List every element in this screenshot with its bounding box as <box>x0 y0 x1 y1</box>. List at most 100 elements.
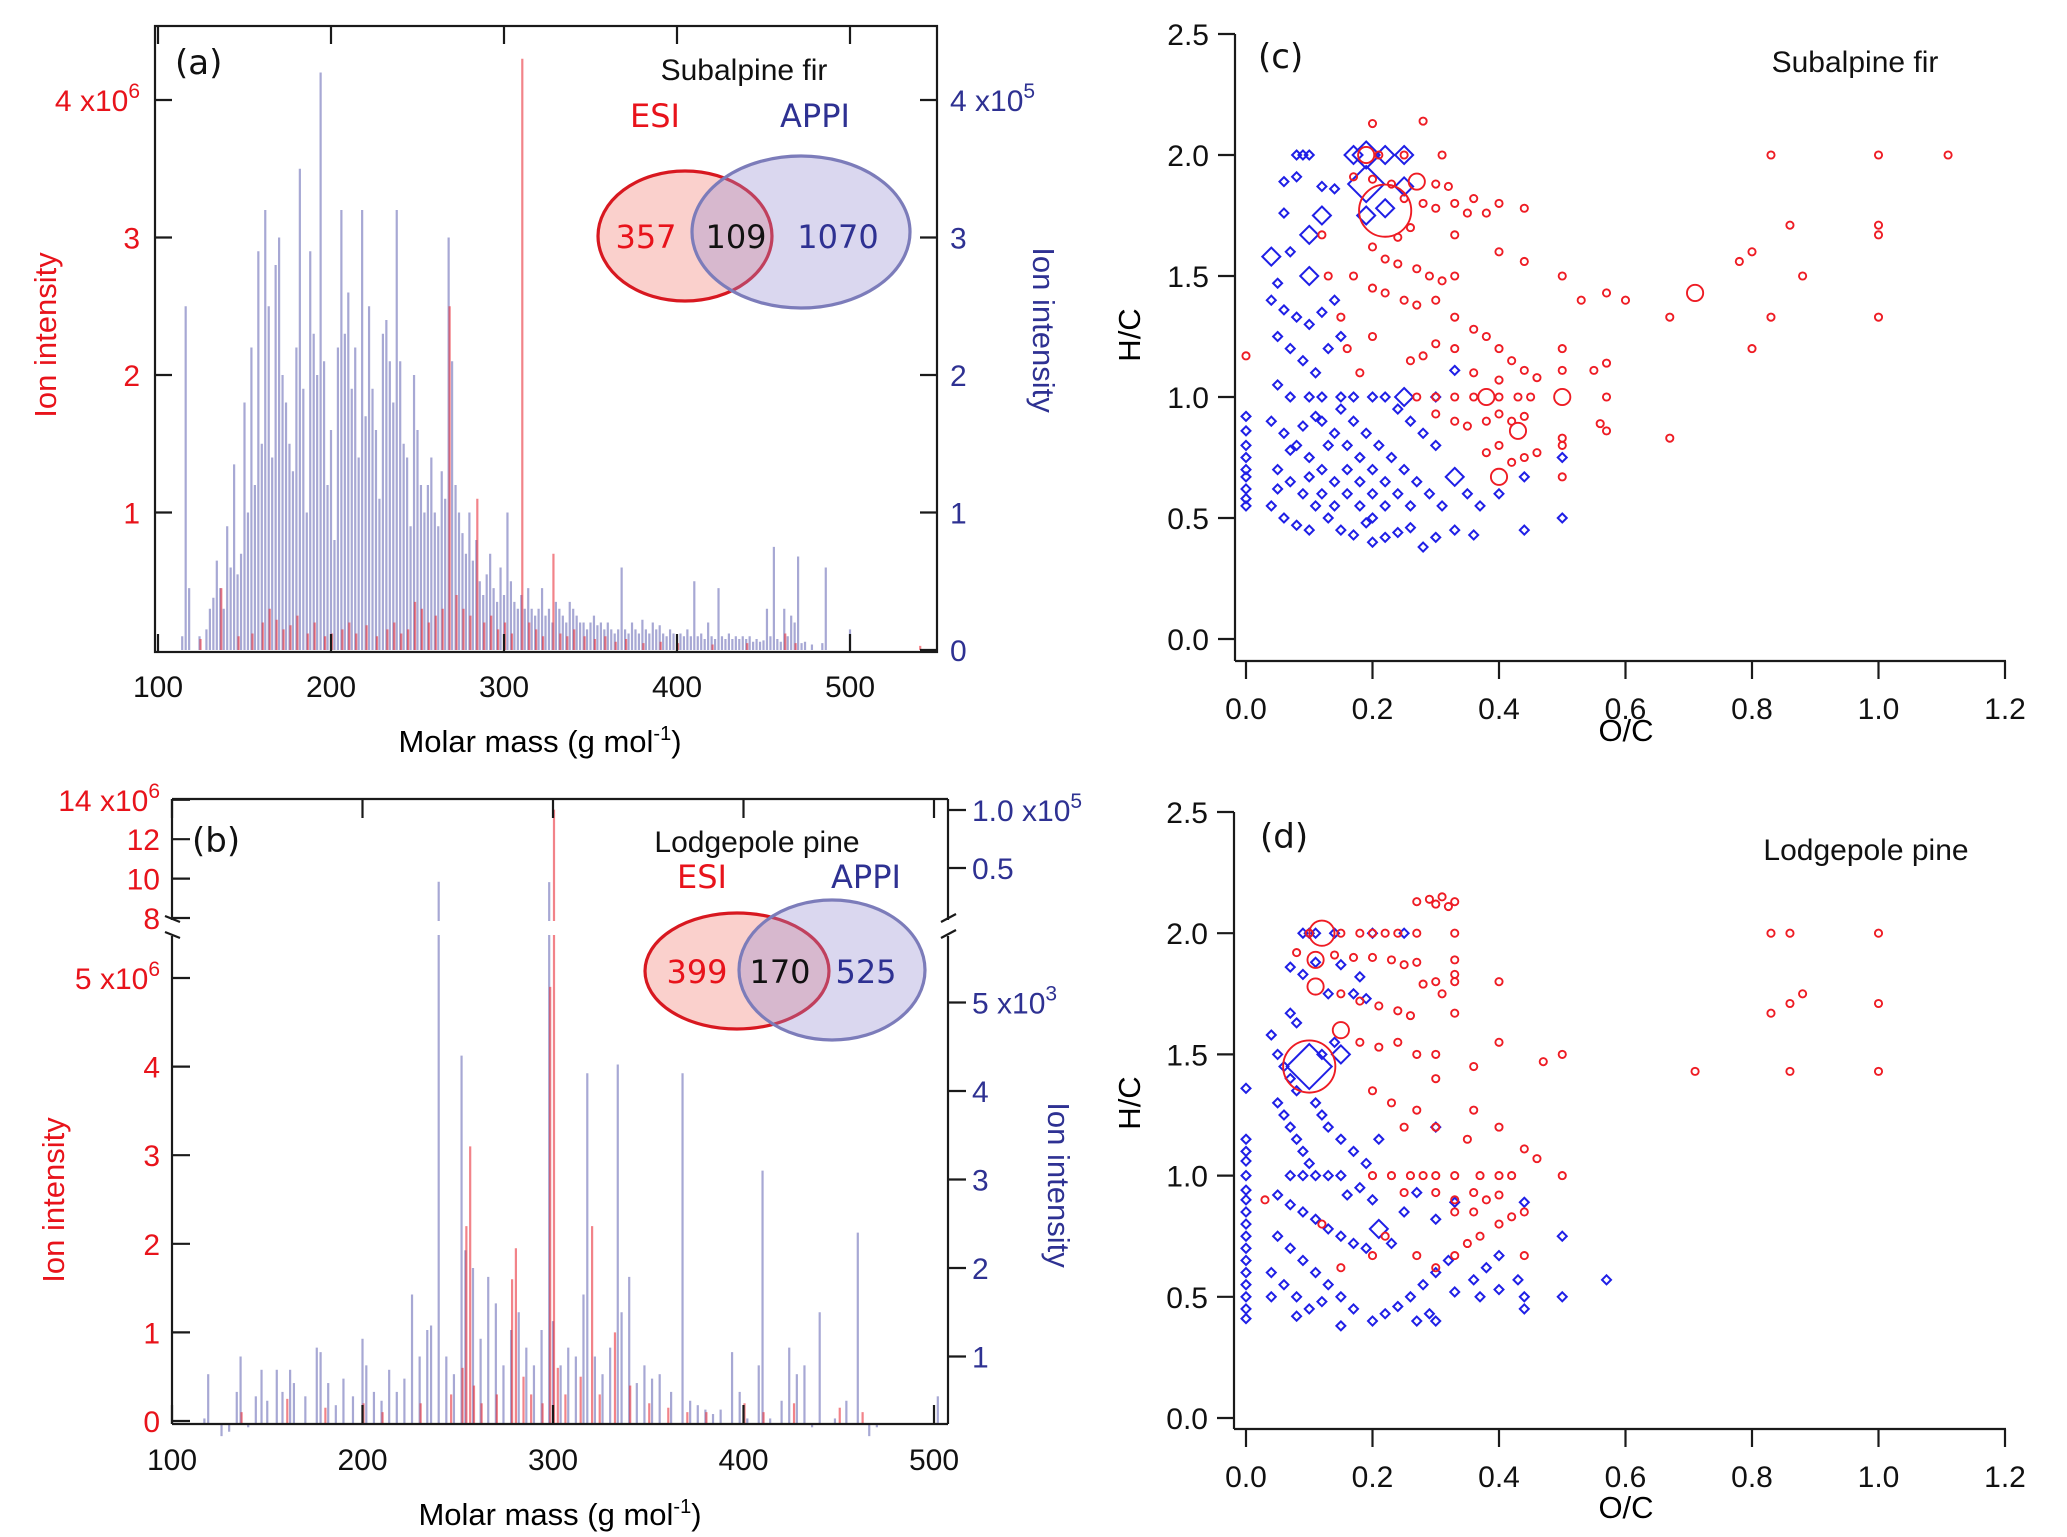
appi-point <box>1429 439 1442 452</box>
appi-point <box>1278 207 1290 219</box>
panel-a-spectrum: (a) Subalpine fir ESI APPI 357 109 1070 … <box>28 24 1061 759</box>
appi-point <box>1410 475 1423 488</box>
appi-point <box>1278 175 1290 188</box>
venn-appi-label: APPI <box>831 858 901 896</box>
esi-point <box>1367 283 1378 293</box>
x-axis-label: O/C <box>1598 713 1653 748</box>
axis-break-mark <box>940 929 957 939</box>
appi-point <box>1334 391 1347 403</box>
appi-point <box>1429 1315 1442 1327</box>
appi-point <box>1315 415 1328 428</box>
x-axis-ticks: 100 200 300 400 500 <box>147 799 959 1477</box>
appi-point <box>1290 170 1303 183</box>
esi-point <box>1292 948 1302 958</box>
appi-point <box>1309 499 1322 512</box>
appi-point <box>1334 1290 1347 1303</box>
appi-point <box>1240 499 1252 512</box>
appi-point <box>1328 182 1341 195</box>
esi-point <box>1557 440 1567 450</box>
appi-point <box>1297 1169 1309 1182</box>
y-tick-label: 1.5 <box>1167 261 1209 294</box>
esi-point <box>1336 312 1346 322</box>
esi-point <box>1437 150 1447 160</box>
left-tick-label: 2 <box>123 360 140 393</box>
appi-point <box>1467 529 1480 541</box>
appi-point <box>1347 529 1360 541</box>
right-tick-label: 3 <box>972 1165 989 1198</box>
appi-point <box>1448 524 1461 537</box>
appi-point <box>1353 475 1366 488</box>
appi-point <box>1374 197 1396 219</box>
appi-point <box>1372 1133 1385 1146</box>
esi-point <box>1747 247 1757 257</box>
esi-point <box>1450 1207 1460 1217</box>
appi-point <box>1303 149 1316 161</box>
esi-point <box>1489 467 1509 486</box>
appi-point <box>1290 1084 1303 1097</box>
appi-point <box>1311 205 1333 226</box>
esi-point <box>1494 1037 1504 1047</box>
x-tick-label: 1.2 <box>1984 1461 2026 1494</box>
x-tick-label: 0.8 <box>1731 1461 1773 1494</box>
esi-point <box>1355 996 1365 1006</box>
esi-point <box>1450 1008 1460 1018</box>
appi-point <box>1385 451 1398 464</box>
esi-point <box>1469 194 1479 204</box>
esi-point <box>1405 356 1415 366</box>
appi-point <box>1284 1242 1297 1255</box>
esi-point <box>1601 426 1612 436</box>
appi-point <box>1334 330 1347 343</box>
venn-appi-only: 525 <box>835 953 896 991</box>
appi-point <box>1240 424 1252 437</box>
esi-point <box>1462 1238 1472 1249</box>
left-tick-label: 3 <box>143 1140 160 1173</box>
right-tick-label: 4 x105 <box>950 80 1035 118</box>
appi-point <box>1417 1278 1430 1291</box>
appi-point <box>1297 487 1309 500</box>
esi-point <box>1336 1263 1346 1273</box>
esi-point <box>1331 1021 1350 1040</box>
appi-point <box>1271 1189 1284 1201</box>
esi-point <box>1348 271 1359 281</box>
appi-point <box>1480 1261 1493 1274</box>
venn-esi-circle <box>643 911 831 1031</box>
esi-point <box>1766 928 1776 938</box>
left-tick-label: 4 x106 <box>55 80 140 118</box>
y-axis-ticks: 0.0 0.5 1.0 1.5 2.0 2.5 <box>1166 797 1234 1436</box>
esi-point <box>1494 247 1504 257</box>
esi-point <box>1405 1011 1415 1021</box>
esi-point <box>1450 969 1460 979</box>
x-tick-label: 0.0 <box>1225 1461 1267 1494</box>
appi-point <box>1436 499 1448 512</box>
appi-point <box>1271 463 1284 476</box>
esi-point <box>1494 198 1504 208</box>
appi-point <box>1284 444 1297 457</box>
esi-point <box>1348 172 1359 182</box>
appi-point <box>1290 439 1303 452</box>
esi-point <box>1450 271 1460 281</box>
appi-point <box>1315 1109 1328 1121</box>
esi-point <box>1450 897 1460 907</box>
esi-point <box>1306 950 1325 969</box>
esi-point <box>1412 1105 1422 1115</box>
esi-point <box>1386 1098 1397 1108</box>
right-tick-label: 0 <box>950 635 967 668</box>
esi-point <box>1437 989 1447 999</box>
appi-point <box>1341 487 1354 500</box>
sample-title: Lodgepole pine <box>654 826 859 859</box>
esi-point <box>1469 1207 1479 1217</box>
left-axis-label: Ion intensity <box>36 1117 71 1283</box>
esi-point <box>1519 1207 1529 1217</box>
panel-label: (c) <box>1258 37 1303 77</box>
esi-point <box>1519 452 1529 463</box>
esi-point <box>1405 1171 1415 1181</box>
appi-point <box>1271 330 1284 343</box>
appi-point <box>1512 1273 1524 1286</box>
esi-point <box>1393 1037 1403 1047</box>
appi-point <box>1315 487 1328 500</box>
x-axis-ticks: 0.0 0.2 0.4 0.6 0.8 1.0 1.2 <box>1225 661 2026 726</box>
appi-point <box>1341 439 1354 452</box>
appi-point <box>1423 1307 1436 1320</box>
esi-point <box>1494 392 1504 402</box>
appi-point <box>1265 499 1278 512</box>
